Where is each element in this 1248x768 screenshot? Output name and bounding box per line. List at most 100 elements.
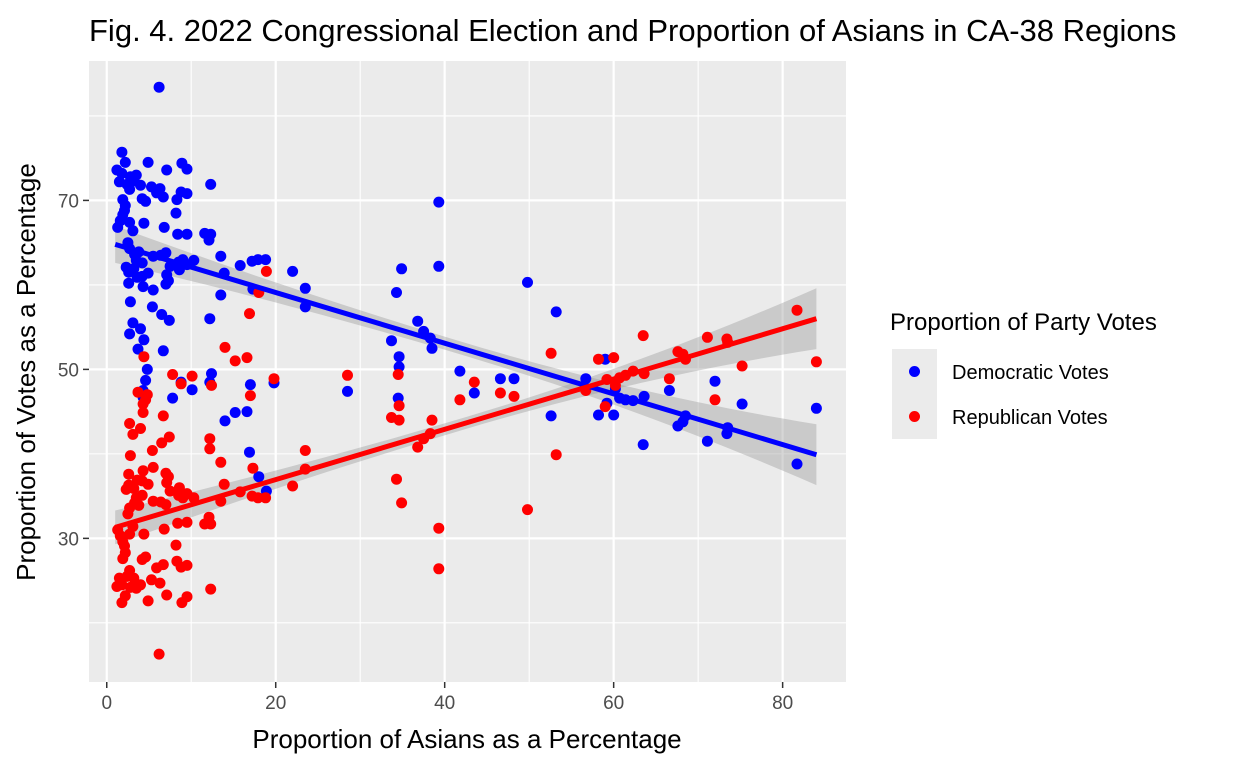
point-republican: [138, 351, 150, 363]
point-republican: [433, 563, 445, 575]
point-republican: [593, 353, 604, 365]
point-republican: [241, 352, 253, 364]
trend-lines: [114, 241, 818, 530]
point-democratic: [181, 228, 193, 240]
point-republican: [508, 390, 520, 402]
x-tick-label: 80: [772, 693, 793, 714]
point-republican: [167, 369, 179, 380]
point-republican: [146, 574, 157, 586]
point-republican: [170, 539, 182, 551]
point-republican: [391, 473, 402, 485]
point-democratic: [522, 276, 533, 288]
point-democratic: [663, 385, 675, 396]
point-republican: [206, 379, 217, 391]
point-democratic: [637, 439, 649, 451]
point-democratic: [142, 267, 154, 279]
point-democratic: [426, 342, 438, 354]
point-republican: [142, 595, 154, 607]
point-republican: [151, 562, 163, 574]
trend-line-democratic: [114, 241, 818, 458]
point-democratic: [342, 385, 353, 397]
point-republican: [154, 577, 166, 589]
point-republican: [608, 352, 620, 364]
point-democratic: [253, 471, 265, 483]
data-points: [111, 81, 822, 660]
point-democratic: [181, 163, 193, 175]
point-republican: [116, 579, 128, 591]
point-republican: [433, 522, 445, 534]
point-democratic: [119, 156, 131, 168]
confidence-band-democratic: [115, 225, 817, 486]
point-republican: [137, 398, 149, 410]
point-democratic: [172, 228, 184, 240]
point-democratic: [391, 287, 402, 298]
point-republican: [124, 418, 136, 429]
point-republican: [709, 394, 721, 406]
point-republican: [545, 347, 557, 359]
point-democratic: [124, 183, 136, 195]
grid-minor: [89, 61, 846, 682]
point-democratic: [204, 313, 216, 325]
point-republican: [218, 478, 230, 490]
point-republican: [412, 441, 424, 453]
point-republican: [204, 443, 216, 455]
legend-marker-republican: [909, 411, 920, 422]
point-democratic: [299, 282, 311, 294]
point-democratic: [550, 306, 562, 318]
point-republican: [494, 387, 506, 399]
point-republican: [468, 376, 480, 388]
point-democratic: [156, 309, 168, 320]
point-republican: [146, 445, 158, 456]
point-democratic: [215, 250, 227, 262]
point-republican: [157, 410, 169, 422]
point-democratic: [163, 314, 175, 326]
y-tick-label: 30: [58, 529, 79, 550]
point-democratic: [433, 196, 445, 208]
point-democratic: [157, 345, 169, 357]
point-democratic: [147, 284, 159, 296]
point-democratic: [124, 216, 136, 228]
point-republican: [161, 589, 173, 601]
point-republican: [181, 591, 193, 603]
point-republican: [124, 450, 136, 462]
point-democratic: [136, 257, 148, 269]
point-republican: [181, 516, 193, 528]
point-republican: [205, 583, 217, 595]
point-democratic: [454, 365, 466, 377]
point-democratic: [791, 458, 803, 470]
legend-marker-democratic: [909, 366, 920, 377]
point-democratic: [116, 167, 128, 179]
point-republican: [426, 414, 438, 426]
x-tick-label: 40: [434, 693, 455, 714]
point-democratic: [116, 146, 128, 158]
point-democratic: [736, 398, 748, 410]
point-republican: [791, 304, 803, 316]
point-democratic: [494, 373, 506, 385]
point-democratic: [128, 263, 140, 275]
point-democratic: [396, 263, 408, 275]
point-democratic: [186, 384, 198, 396]
point-democratic: [160, 278, 172, 290]
x-axis-title: Proportion of Asians as a Percentage: [252, 724, 681, 754]
point-republican: [299, 445, 311, 456]
trend-line-republican: [114, 316, 818, 530]
point-republican: [172, 517, 184, 529]
point-democratic: [142, 156, 154, 168]
point-democratic: [252, 254, 264, 266]
point-republican: [142, 478, 154, 490]
point-republican: [393, 414, 405, 426]
point-democratic: [123, 277, 135, 289]
point-republican: [138, 528, 150, 540]
point-republican: [175, 378, 187, 390]
point-democratic: [229, 407, 241, 418]
point-republican: [181, 559, 193, 571]
legend: Proportion of Party Votes Democratic Vot…: [890, 309, 1157, 439]
point-democratic: [433, 260, 445, 272]
point-democratic: [170, 207, 182, 219]
point-democratic: [244, 379, 256, 391]
point-democratic: [167, 392, 179, 404]
point-republican: [156, 437, 168, 449]
x-tick-label: 0: [101, 693, 112, 714]
point-democratic: [138, 334, 150, 346]
